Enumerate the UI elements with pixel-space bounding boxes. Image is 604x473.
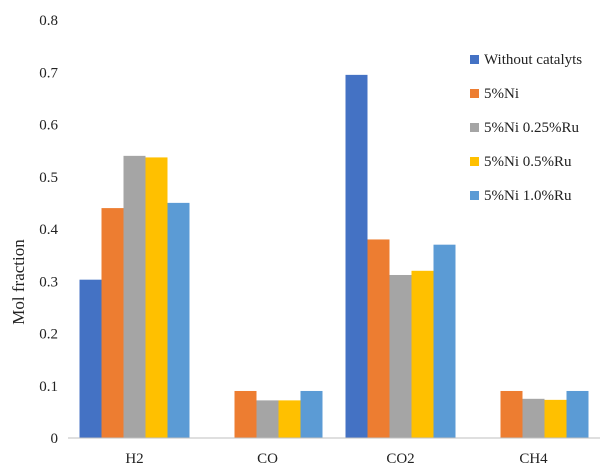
bar-ch4-series-3 xyxy=(522,398,545,438)
legend-swatch xyxy=(470,191,479,200)
x-tick-label: CO xyxy=(257,451,278,467)
y-tick-label: 0.4 xyxy=(39,222,58,238)
y-tick-label: 0.7 xyxy=(39,65,58,81)
legend-label: 5%Ni 1.0%Ru xyxy=(484,188,572,204)
y-tick-label: 0.3 xyxy=(39,274,58,290)
bar-co-series-5 xyxy=(300,390,323,438)
bar-co2-series-4 xyxy=(411,270,434,438)
x-tick-label: H2 xyxy=(125,451,143,467)
bar-h2-series-3 xyxy=(123,155,146,438)
bar-ch4-series-4 xyxy=(544,399,567,438)
y-tick-label: 0.2 xyxy=(39,327,58,343)
legend-swatch xyxy=(470,123,479,132)
legend-label: 5%Ni 0.25%Ru xyxy=(484,120,579,136)
y-tick-label: 0.6 xyxy=(39,118,58,134)
bar-co2-series-3 xyxy=(389,274,412,438)
bar-h2-series-4 xyxy=(145,157,168,439)
bar-co-series-4 xyxy=(278,400,301,438)
bar-co-series-2 xyxy=(234,390,257,438)
y-tick-label: 0 xyxy=(51,431,59,447)
legend-swatch xyxy=(470,157,479,166)
x-tick-label: CH4 xyxy=(519,451,548,467)
bar-h2-series-2 xyxy=(101,208,124,438)
bar-ch4-series-2 xyxy=(500,390,523,438)
y-axis-label: Mol fraction xyxy=(9,239,28,325)
legend-label: Without catalyts xyxy=(484,52,582,68)
bar-co2-series-2 xyxy=(367,239,390,438)
bar-co2-series-1 xyxy=(345,74,368,439)
x-tick-label: CO2 xyxy=(386,451,414,467)
y-tick-label: 0.1 xyxy=(39,379,58,395)
legend-label: 5%Ni xyxy=(484,86,519,102)
bar-co2-series-5 xyxy=(433,244,456,438)
bar-h2-series-1 xyxy=(79,279,102,438)
legend-swatch xyxy=(470,89,479,98)
legend-label: 5%Ni 0.5%Ru xyxy=(484,154,572,170)
y-tick-label: 0.8 xyxy=(39,13,58,29)
legend-swatch xyxy=(470,55,479,64)
y-tick-label: 0.5 xyxy=(39,170,58,186)
bar-h2-series-5 xyxy=(167,202,190,438)
bar-ch4-series-5 xyxy=(566,390,589,438)
bar-co-series-3 xyxy=(256,400,279,438)
